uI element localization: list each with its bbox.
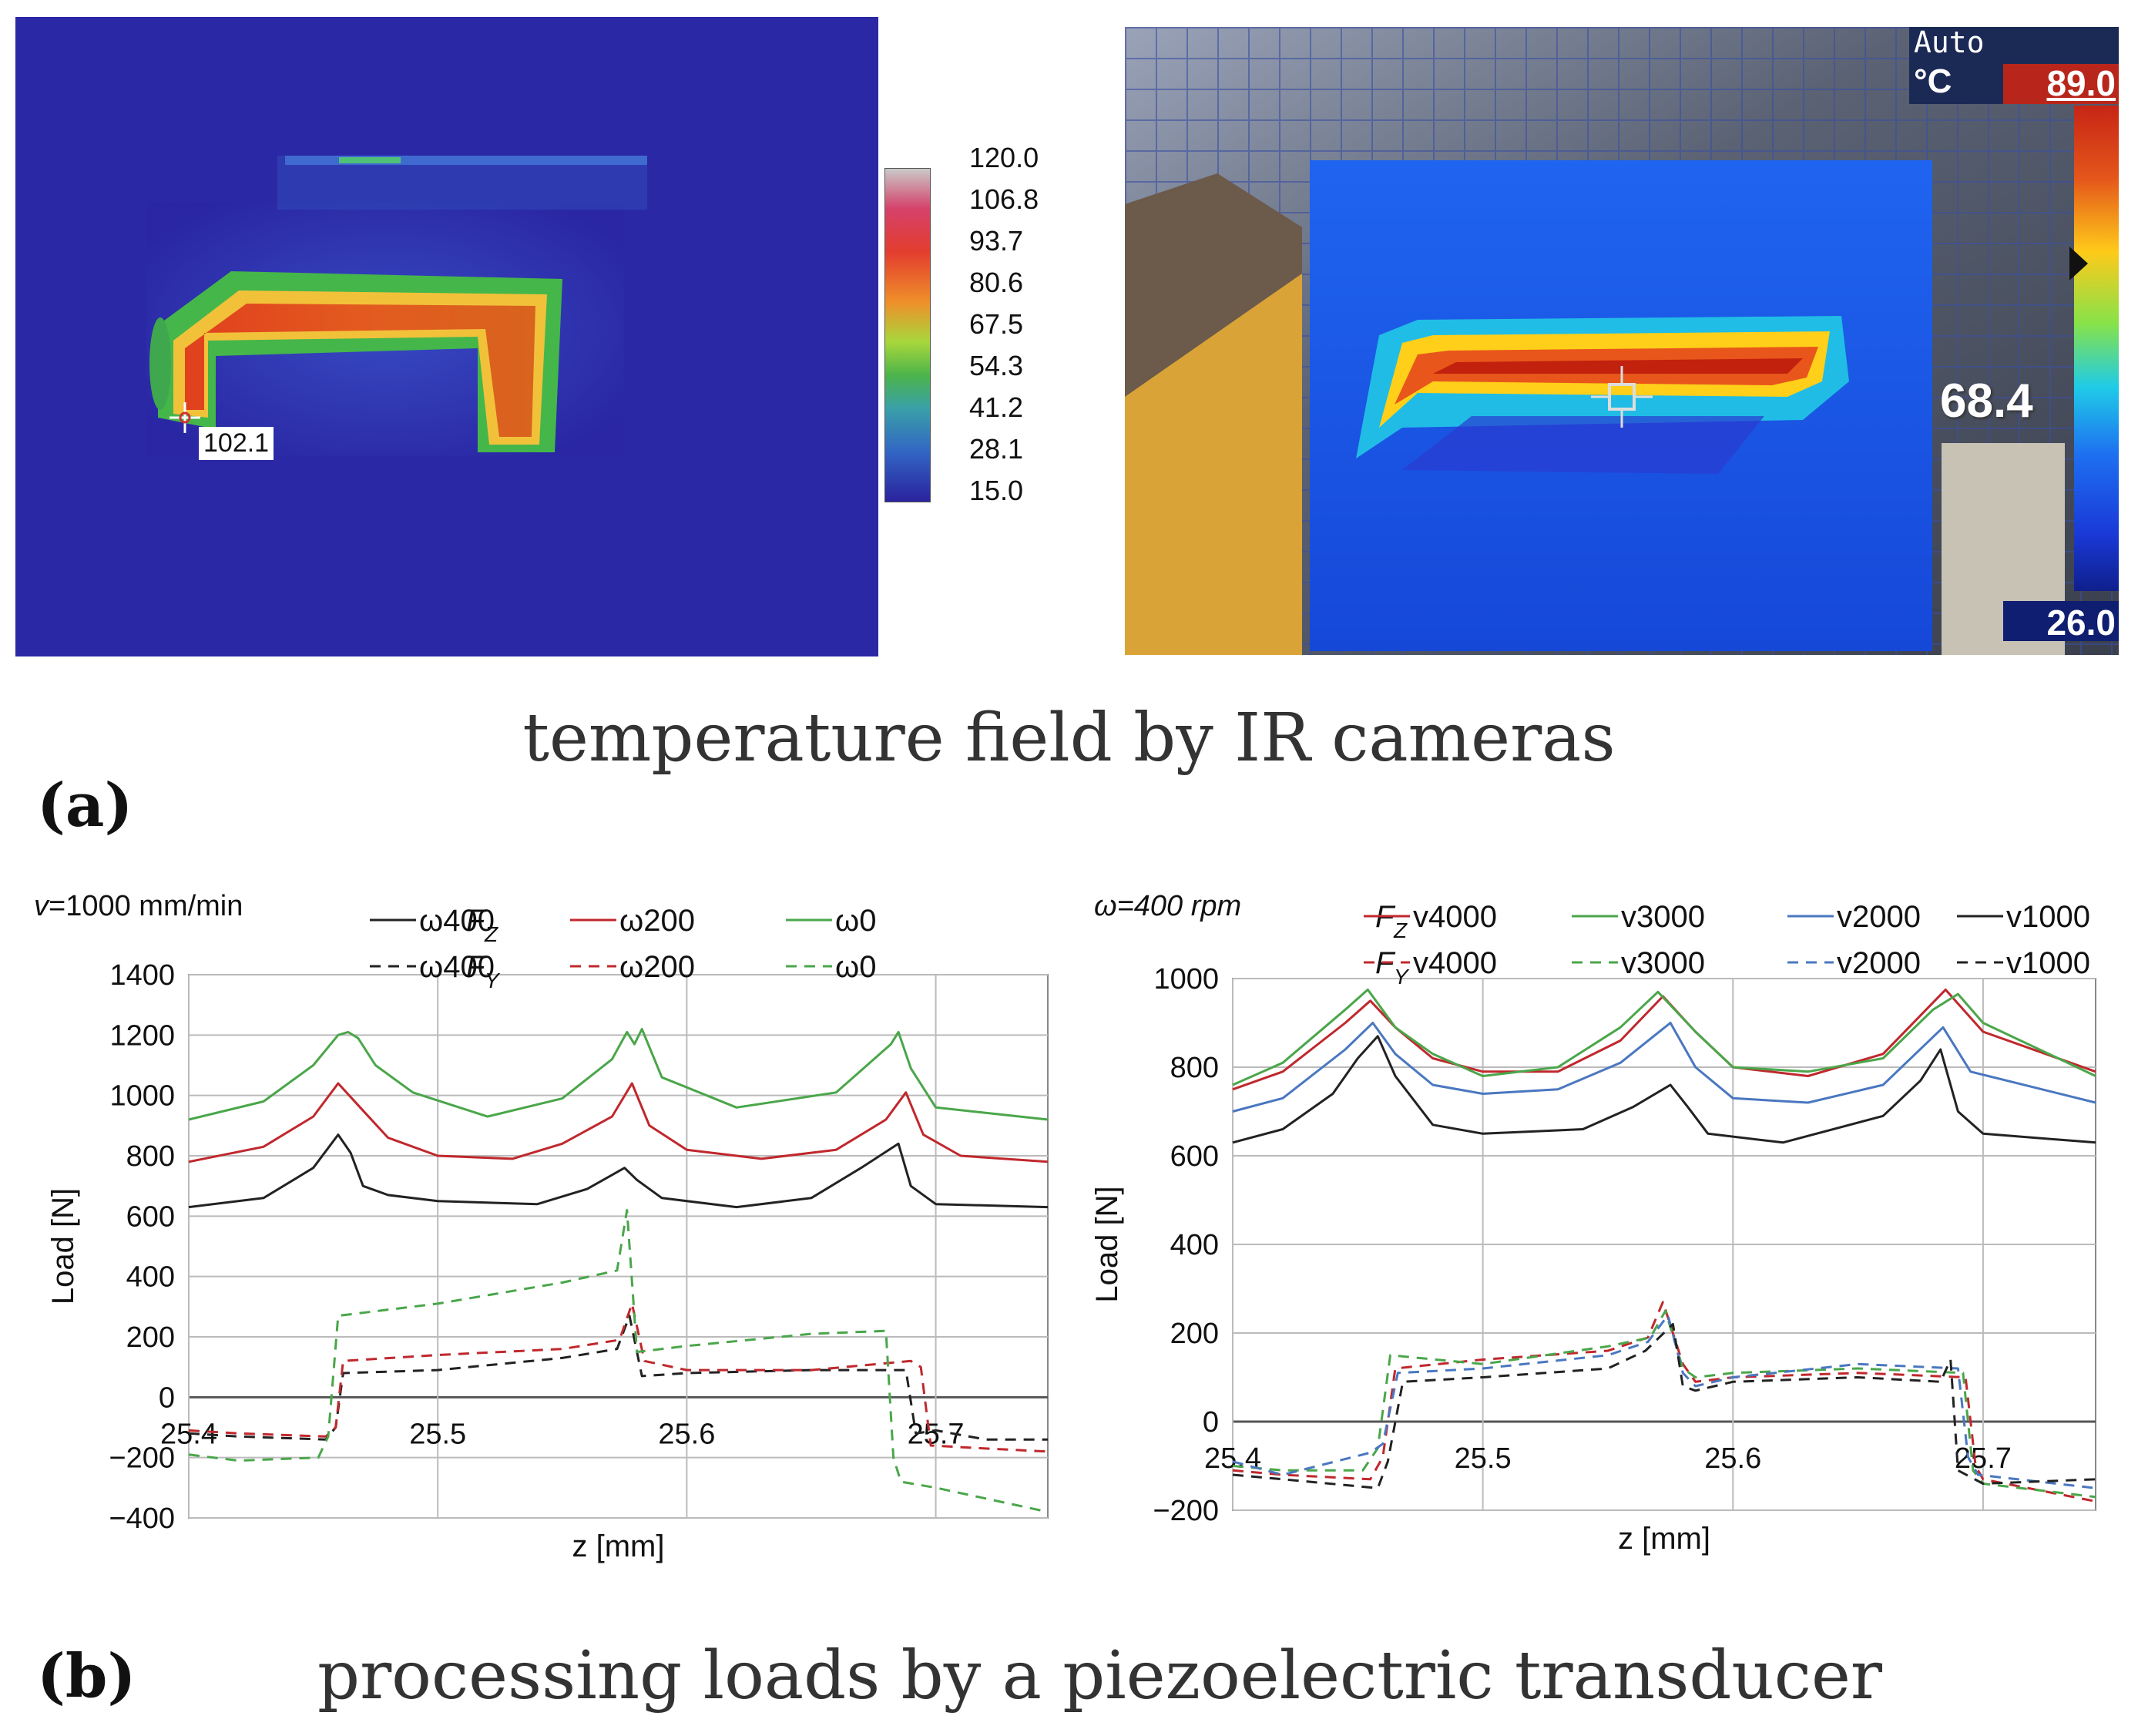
condition-label: v=1000 mm/min bbox=[34, 890, 243, 922]
series-line bbox=[188, 1302, 1049, 1453]
panel-b-letter: (b) bbox=[37, 1641, 136, 1711]
y-tick-label: 0 bbox=[1203, 1406, 1219, 1439]
x-tick-label: 25.6 bbox=[658, 1418, 715, 1450]
legend-entry-label: ω400 bbox=[419, 950, 495, 984]
y-tick-label: −400 bbox=[109, 1503, 175, 1535]
y-tick-label: −200 bbox=[109, 1442, 175, 1475]
legend-entry-label: ω0 bbox=[835, 950, 876, 984]
scale-label: 41.2 bbox=[969, 391, 1024, 423]
y-tick-label: 800 bbox=[126, 1140, 175, 1173]
x-axis-label: z [mm] bbox=[572, 1529, 665, 1563]
legend-row-label: F bbox=[466, 904, 487, 938]
y-tick-label: 800 bbox=[1170, 1052, 1219, 1084]
y-tick-label: 1000 bbox=[1153, 963, 1219, 996]
legend-row-subscript: Z bbox=[1393, 918, 1408, 942]
scale-label: 28.1 bbox=[969, 433, 1024, 465]
ir-colorbar-left bbox=[884, 168, 931, 502]
y-tick-label: 1000 bbox=[109, 1080, 175, 1113]
y-axis-label: Load [N] bbox=[46, 1188, 80, 1305]
colorbar-pointer-icon bbox=[2069, 247, 2088, 280]
y-tick-label: 200 bbox=[1170, 1318, 1219, 1350]
plot-frame bbox=[188, 974, 1049, 1519]
y-tick-label: 1200 bbox=[109, 1019, 175, 1052]
ir-max-box bbox=[2003, 64, 2119, 104]
series-line bbox=[188, 1209, 1049, 1513]
panel-a-letter: (a) bbox=[37, 771, 133, 841]
scale-label: 80.6 bbox=[969, 267, 1024, 298]
ir-thermal-field-right bbox=[1125, 27, 2119, 655]
x-tick-label: 25.5 bbox=[1455, 1442, 1512, 1475]
x-tick-label: 25.7 bbox=[1955, 1442, 2012, 1475]
legend-entry-label: v3000 bbox=[1621, 900, 1705, 934]
crosshair-icon bbox=[1591, 366, 1653, 428]
legend-entry-label: v2000 bbox=[1837, 900, 1921, 934]
y-tick-label: 400 bbox=[1170, 1229, 1219, 1261]
load-chart-left: v=1000 mm/min 1400 1200 1000 800 600 400 200 0 −… bbox=[34, 890, 1049, 1563]
ir-thermal-field-left bbox=[15, 17, 878, 656]
scale-label: 54.3 bbox=[969, 350, 1024, 381]
ir-min-box bbox=[2003, 601, 2119, 641]
legend-row-label: F bbox=[466, 950, 487, 984]
scale-label: 93.7 bbox=[969, 225, 1024, 257]
scale-label: 15.0 bbox=[969, 475, 1024, 506]
y-tick-label: −200 bbox=[1153, 1495, 1219, 1527]
panel-b-caption: processing loads by a piezoelectric tran… bbox=[317, 1637, 1882, 1714]
series-line bbox=[1232, 1323, 2096, 1489]
x-axis-label: z [mm] bbox=[1618, 1522, 1710, 1556]
scale-label: 120.0 bbox=[969, 142, 1039, 173]
series-line bbox=[1232, 988, 2096, 1086]
y-tick-label: 0 bbox=[159, 1382, 175, 1414]
ir-max-value: 89.0 bbox=[2046, 63, 2116, 103]
y-tick-label: 200 bbox=[126, 1321, 175, 1354]
ir-mode-label: Auto bbox=[1914, 25, 1985, 59]
legend-row-subscript: Y bbox=[485, 969, 501, 992]
y-axis-label: Load [N] bbox=[1090, 1186, 1124, 1302]
series-line bbox=[1232, 1309, 2096, 1499]
series-line bbox=[188, 1082, 1049, 1163]
legend-row-subscript: Z bbox=[484, 922, 498, 946]
x-tick-label: 25.5 bbox=[409, 1418, 466, 1450]
ir-colorbar-right bbox=[2074, 106, 2119, 591]
crosshair-icon bbox=[169, 402, 200, 433]
legend-entry-label: v1000 bbox=[2006, 900, 2090, 934]
y-tick-label: 600 bbox=[126, 1200, 175, 1233]
legend-entry-label: v4000 bbox=[1413, 900, 1497, 934]
x-tick-label: 25.4 bbox=[1204, 1442, 1261, 1475]
series-line bbox=[1232, 1314, 2096, 1489]
ir-min-value: 26.0 bbox=[2046, 603, 2116, 643]
series-line bbox=[188, 1133, 1049, 1209]
legend-entry-label: v4000 bbox=[1413, 946, 1497, 980]
y-tick-label: 600 bbox=[1170, 1140, 1219, 1173]
series-line bbox=[1232, 1022, 2096, 1113]
x-tick-label: 25.6 bbox=[1704, 1442, 1761, 1475]
series-line bbox=[1232, 1301, 2096, 1503]
legend-entry-label: v2000 bbox=[1837, 946, 1921, 980]
legend-entry-label: v1000 bbox=[2006, 946, 2090, 980]
scale-label: 67.5 bbox=[969, 308, 1024, 340]
y-tick-label: 400 bbox=[126, 1261, 175, 1294]
series-line bbox=[1232, 1035, 2096, 1144]
ir-spot-value-right: 68.4 bbox=[1940, 374, 2033, 428]
series-line bbox=[1232, 988, 2096, 1091]
panel-a-caption: temperature field by IR cameras bbox=[522, 700, 1616, 777]
legend-entry-label: v3000 bbox=[1621, 946, 1705, 980]
legend-entry-label: ω200 bbox=[619, 904, 695, 938]
scale-label: 106.8 bbox=[969, 183, 1039, 215]
legend-entry-label: ω400 bbox=[419, 904, 495, 938]
ir-spot-value: 102.1 bbox=[199, 427, 274, 460]
legend-entry-label: ω0 bbox=[835, 904, 876, 938]
y-tick-label: 1400 bbox=[109, 959, 175, 992]
load-chart-right: ω=400 rpm 1000 800 600 400 200 0 −200 25.4 25.5 2… bbox=[1090, 890, 2096, 1556]
legend-row-subscript: Y bbox=[1394, 965, 1410, 989]
ir-image-right: 68.4 Auto °C 89.0 26.0 bbox=[1125, 25, 2119, 655]
condition-label: ω=400 rpm bbox=[1094, 890, 1241, 922]
series-line bbox=[188, 1315, 1048, 1441]
legend-entry-label: ω200 bbox=[619, 950, 695, 984]
series-line bbox=[188, 1028, 1049, 1121]
ir-unit-label: °C bbox=[1914, 62, 1952, 100]
ir-image-left: 102.1 bbox=[15, 17, 878, 656]
